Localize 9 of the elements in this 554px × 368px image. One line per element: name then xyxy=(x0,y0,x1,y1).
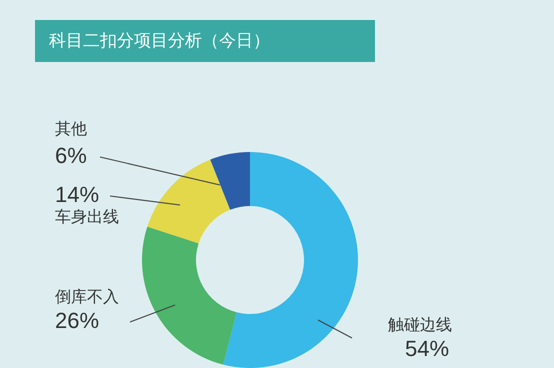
slice-label: 倒库不入 xyxy=(55,287,119,306)
data-label: 54% xyxy=(405,336,450,362)
data-label: 14% xyxy=(55,182,100,208)
slice-label: 车身出线 xyxy=(55,207,119,226)
slice-label: 触碰边线 xyxy=(388,315,452,334)
data-label: 26% xyxy=(55,308,100,334)
chart-title: 科目二扣分项目分析（今日） xyxy=(35,20,375,62)
slice-label: 其他 xyxy=(55,119,87,138)
data-label: 6% xyxy=(55,143,87,168)
